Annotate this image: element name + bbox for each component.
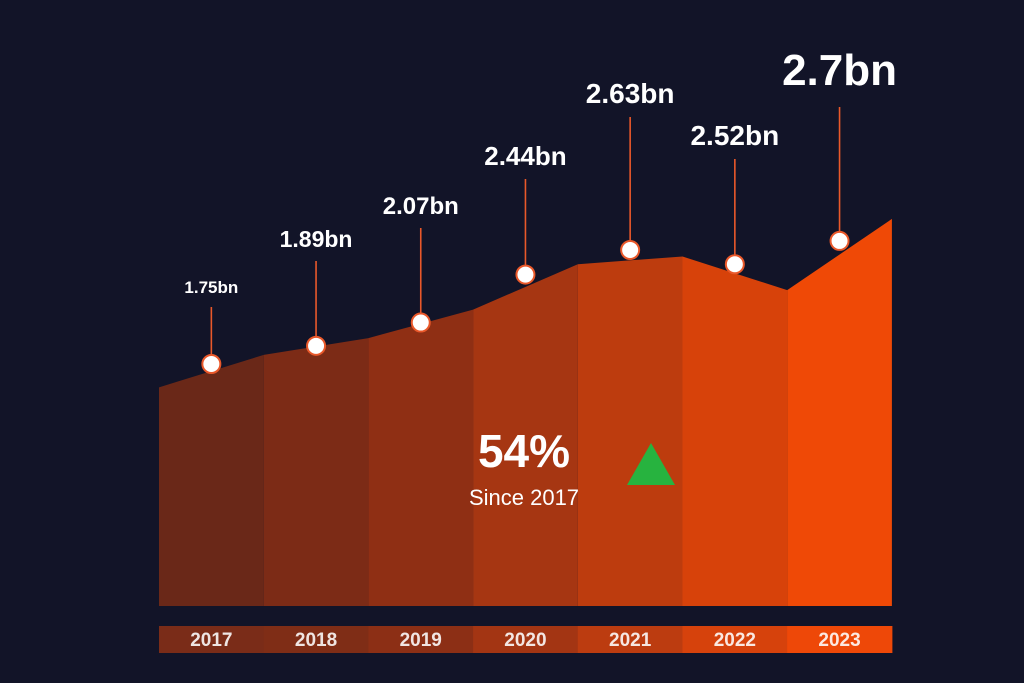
- growth-annotation: 54% Since 2017: [469, 425, 675, 510]
- area-band-2023: [787, 218, 892, 606]
- year-cell-2017: [159, 626, 265, 653]
- x-tick-label: 2017: [190, 630, 232, 651]
- year-cell-2022: [682, 626, 788, 653]
- data-point-2019: [410, 312, 431, 333]
- data-point-2017: [201, 354, 222, 374]
- data-point-2020: [515, 264, 536, 285]
- data-point-2022: [724, 254, 745, 275]
- label-stems: [210, 107, 841, 355]
- data-markers: [201, 230, 850, 374]
- data-label: 2.52bn: [690, 120, 779, 151]
- year-cell-2019: [368, 626, 474, 653]
- growth-caption: Since 2017: [469, 485, 579, 510]
- data-point-2018: [306, 335, 327, 356]
- data-label: 1.89bn: [280, 226, 353, 252]
- area-band-2021: [577, 256, 683, 606]
- area-band-2019: [368, 309, 474, 606]
- year-cell-2018: [263, 626, 369, 653]
- data-label: 2.63bn: [586, 78, 675, 109]
- year-cell-2020: [473, 626, 579, 653]
- x-tick-label: 2018: [295, 630, 337, 651]
- growth-percent: 54%: [478, 425, 570, 477]
- year-cell-2021: [577, 626, 683, 653]
- data-label: 2.07bn: [383, 193, 459, 220]
- x-tick-label: 2019: [400, 630, 442, 651]
- year-cell-2023: [787, 626, 893, 653]
- area-band-2017: [159, 354, 264, 606]
- x-tick-label: 2021: [609, 630, 652, 651]
- data-label: 2.44bn: [484, 141, 566, 171]
- year-axis-bar: 2017 2018 2019 2020 2021 2022 2023: [159, 626, 893, 653]
- x-tick-label: 2020: [504, 630, 546, 651]
- x-tick-label: 2023: [818, 630, 860, 651]
- highlight-data-label: 2.7bn: [782, 46, 897, 95]
- up-triangle-icon: [627, 443, 675, 485]
- area-bands: [159, 218, 892, 606]
- data-label: 1.75bn: [184, 278, 238, 297]
- x-tick-label: 2022: [714, 630, 756, 651]
- area-band-2020: [473, 264, 578, 606]
- data-point-2021: [620, 240, 641, 260]
- area-band-2018: [263, 338, 369, 606]
- area-band-2022: [682, 256, 788, 606]
- data-labels: 1.75bn 1.89bn 2.07bn 2.44bn 2.63bn 2.52bn2.7b…: [184, 46, 897, 297]
- data-point-2023: [829, 230, 850, 251]
